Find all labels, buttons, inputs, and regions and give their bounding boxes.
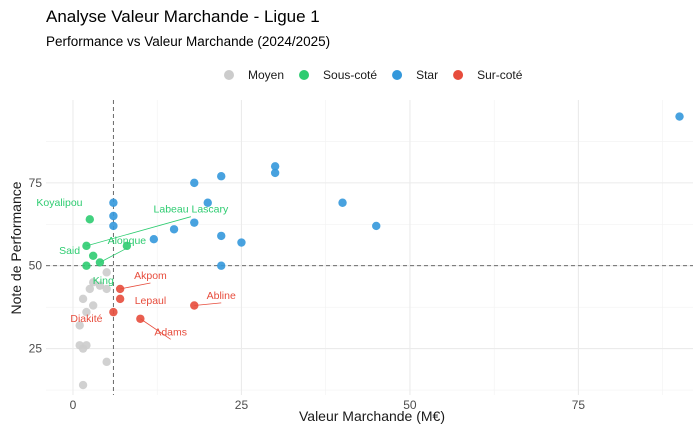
point-label: Said <box>59 245 80 257</box>
data-point <box>109 307 118 317</box>
data-point <box>109 211 118 221</box>
point-label: King <box>93 275 114 287</box>
data-point <box>203 198 212 207</box>
data-point <box>109 198 118 207</box>
x-tick-label: 75 <box>572 398 586 412</box>
data-point <box>109 221 118 231</box>
data-point <box>217 261 226 270</box>
legend-key <box>392 70 403 80</box>
data-point <box>217 172 226 181</box>
data-point <box>102 357 111 367</box>
data-point <box>136 314 145 323</box>
legend-label: Star <box>416 68 438 82</box>
data-point <box>78 380 88 390</box>
data-point <box>122 241 132 251</box>
data-point <box>82 261 91 270</box>
data-point <box>85 284 95 294</box>
data-point <box>190 178 199 188</box>
legend-key <box>453 70 464 80</box>
data-point <box>190 218 199 227</box>
legend: Moyen Sous-coté Star Sur-coté <box>224 68 523 82</box>
data-point <box>675 112 684 121</box>
x-tick-label: 50 <box>403 398 417 412</box>
point-label: Labeau Lascary <box>154 204 229 216</box>
reference-lines <box>46 100 693 395</box>
x-tick-label: 0 <box>70 398 77 412</box>
grid-major <box>46 100 693 395</box>
legend-label: Sur-coté <box>477 68 523 82</box>
data-point <box>149 235 159 244</box>
y-tick-labels: 25 50 75 <box>29 176 43 356</box>
label-leader <box>99 247 128 263</box>
point-label: Adams <box>154 326 187 338</box>
point-label: Koyalipou <box>36 197 82 209</box>
point-label: Diakité <box>70 313 102 325</box>
point-label: Alonque <box>108 235 147 247</box>
legend-label: Sous-coté <box>323 68 377 82</box>
data-point <box>95 258 105 267</box>
data-point <box>338 198 347 207</box>
label-leader <box>120 282 151 290</box>
data-point <box>102 268 111 277</box>
data-point <box>115 284 125 294</box>
data-point <box>88 251 98 260</box>
legend-key <box>224 70 234 80</box>
y-tick-label: 50 <box>29 259 43 273</box>
data-point <box>190 301 199 310</box>
point-labels: Koyalipou Labeau Lascary Said Alonque King Ak… <box>36 197 236 338</box>
data-point <box>75 321 84 330</box>
label-leaders <box>86 216 222 340</box>
data-point <box>95 281 105 290</box>
legend-label: Moyen <box>248 68 284 82</box>
point-label: Lepaul <box>135 295 167 307</box>
y-axis-title: Note de Performance <box>8 181 24 314</box>
x-tick-label: 25 <box>235 398 249 412</box>
data-point <box>88 278 98 287</box>
data-points <box>75 112 684 390</box>
data-point <box>82 341 91 350</box>
data-point <box>237 238 246 247</box>
data-point <box>169 225 179 234</box>
label-leader <box>86 216 192 247</box>
data-point <box>102 284 111 294</box>
label-leader <box>194 302 222 306</box>
legend-key <box>299 70 310 80</box>
data-point <box>270 162 280 171</box>
label-leader <box>140 318 171 340</box>
chart-subtitle: Performance vs Valeur Marchande (2024/20… <box>46 34 330 49</box>
point-label: Akpom <box>134 270 167 282</box>
x-tick-labels: 0 25 50 75 <box>70 398 586 412</box>
grid-minor <box>46 100 693 395</box>
data-point <box>82 307 91 317</box>
data-point <box>115 294 125 304</box>
data-point <box>78 294 88 304</box>
chart-title: Analyse Valeur Marchande - Ligue 1 <box>46 7 320 26</box>
x-axis-title: Valeur Marchande (M€) <box>299 408 445 424</box>
y-tick-label: 75 <box>29 176 43 190</box>
data-point <box>270 168 280 178</box>
data-point <box>85 215 95 224</box>
data-point <box>88 301 98 310</box>
data-point <box>82 241 91 251</box>
point-label: Abline <box>207 290 236 302</box>
data-point <box>372 221 381 231</box>
y-tick-label: 25 <box>29 342 43 356</box>
data-point <box>217 231 226 241</box>
